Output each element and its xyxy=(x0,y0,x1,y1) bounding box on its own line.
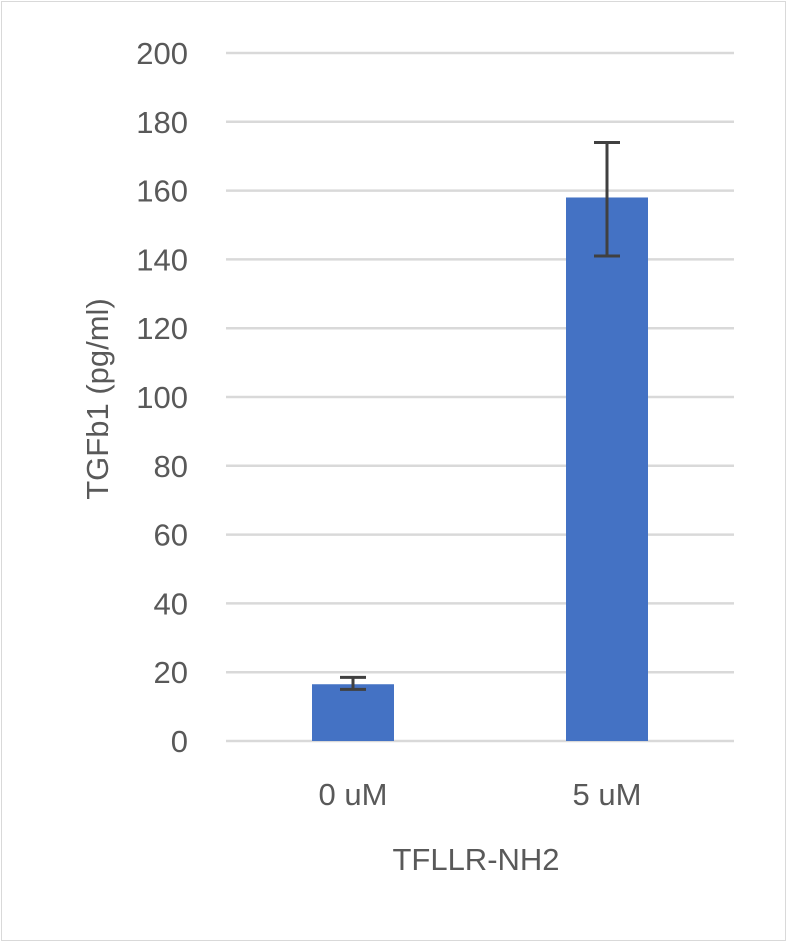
y-tick-label: 120 xyxy=(136,311,188,346)
x-axis-title: TFLLR-NH2 xyxy=(392,842,559,877)
y-tick-label: 80 xyxy=(154,449,188,484)
y-axis-title: TGFb1 (pg/ml) xyxy=(80,298,115,500)
y-tick-label: 160 xyxy=(136,174,188,209)
y-tick-label: 100 xyxy=(136,380,188,415)
error-bars xyxy=(340,140,620,691)
bar-5-um xyxy=(566,197,648,742)
y-tick-label: 180 xyxy=(136,105,188,140)
x-tick-label: 0 uM xyxy=(319,777,388,812)
error-bar xyxy=(594,140,620,258)
gridlines xyxy=(226,51,734,743)
y-tick-label: 40 xyxy=(154,586,188,621)
y-tick-labels: 0 20 40 60 80 100 120 140 160 180 200 xyxy=(136,36,188,759)
error-bar xyxy=(340,675,366,691)
y-tick-label: 0 xyxy=(171,724,188,759)
bars xyxy=(312,197,648,742)
x-tick-labels: 0 uM 5 uM xyxy=(319,777,642,812)
y-tick-label: 200 xyxy=(136,36,188,71)
x-tick-label: 5 uM xyxy=(573,777,642,812)
y-tick-label: 140 xyxy=(136,242,188,277)
bar-0-um xyxy=(312,684,394,741)
y-tick-label: 60 xyxy=(154,518,188,553)
y-tick-label: 20 xyxy=(154,655,188,690)
